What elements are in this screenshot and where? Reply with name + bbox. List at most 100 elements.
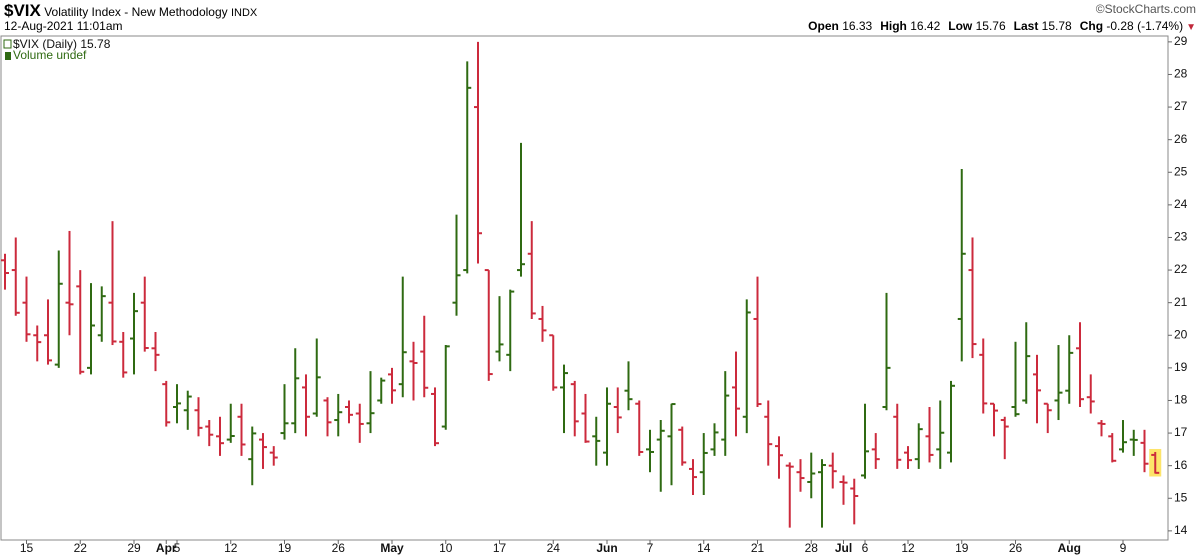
ohlc-bar: [732, 351, 740, 437]
ohlc-bar: [1086, 374, 1095, 414]
x-tick-label: 22: [74, 541, 88, 555]
ohlc-bar: [345, 400, 353, 424]
x-tick-label: 12: [901, 541, 915, 555]
ohlc-bar: [269, 446, 278, 466]
ohlc-bar: [1140, 429, 1149, 473]
x-tick-label: Apr: [156, 541, 177, 555]
ohlc-bar: [398, 276, 407, 398]
ohlc-bar: [979, 338, 988, 414]
y-tick-label: 16: [1174, 458, 1188, 472]
exchange: INDX: [230, 7, 258, 19]
ohlc-bar: [764, 400, 773, 466]
ohlc-bar: [205, 420, 214, 447]
y-tick-label: 19: [1174, 360, 1188, 374]
ohlc-bar: [420, 315, 429, 398]
ohlc-bar: [1076, 322, 1084, 407]
x-tick-label: 14: [697, 541, 711, 555]
x-tick-label: 17: [493, 541, 507, 555]
ohlc-bar: [108, 221, 117, 346]
legend-label: $VIX (Daily): [13, 37, 77, 51]
ohlc-bar: [968, 237, 977, 359]
timestamp: 12-Aug-2021 11:01am: [4, 19, 123, 33]
quote-label: Open: [808, 19, 839, 33]
ohlc-bar: [140, 276, 149, 352]
ohlc-bar: [1033, 354, 1041, 424]
quote-label: Low: [948, 19, 973, 33]
x-tick-label: Jun: [596, 541, 617, 555]
y-tick-label: 14: [1174, 523, 1188, 537]
x-tick-label: 6: [862, 541, 869, 555]
ohlc-bar: [11, 237, 20, 316]
ohlc-bar: [1043, 402, 1052, 434]
ohlc-bar: [495, 296, 504, 362]
ohlc-bar: [656, 420, 665, 492]
ohlc-bar: [1000, 416, 1009, 460]
ohlc-bar: [44, 299, 52, 365]
x-tick-label: May: [380, 541, 404, 555]
ohlc-bar: [312, 338, 321, 417]
ohlc-bar: [1151, 451, 1160, 474]
ohlc-bar: [151, 332, 160, 372]
ohlc-bar: [785, 462, 794, 528]
ohlc-bar: [1011, 341, 1020, 417]
ohlc-bar: [22, 276, 31, 342]
ohlc-bar: [957, 169, 966, 362]
x-tick-label: 15: [20, 541, 34, 555]
ohlc-bar: [248, 426, 257, 486]
ohlc-bar: [925, 406, 934, 463]
ohlc-bar: [1022, 322, 1031, 404]
ohlc-bar: [517, 142, 525, 277]
ohlc-bar: [549, 334, 558, 391]
y-tick-label: 15: [1174, 490, 1188, 504]
ohlc-bar: [613, 387, 622, 434]
ohlc-bar: [603, 387, 611, 466]
y-tick-label: 18: [1174, 393, 1188, 407]
quote-label: Chg: [1079, 19, 1104, 33]
ohlc-bar: [775, 436, 783, 479]
x-tick-label: 10: [439, 541, 453, 555]
legend-icon: [3, 39, 12, 49]
ohlc-bar: [366, 371, 375, 434]
ohlc-bar: [1054, 345, 1063, 421]
x-tick-label: Aug: [1058, 541, 1081, 555]
x-tick-label: 12: [224, 541, 238, 555]
header-title: $VIX Volatility Index - New Methodology …: [4, 1, 257, 21]
ohlc-bar: [667, 403, 676, 486]
quote-value: 15.76: [975, 19, 1006, 33]
ohlc-bar: [592, 416, 601, 466]
x-tick-label: 9: [1120, 541, 1127, 555]
ohlc-bar: [506, 289, 515, 372]
ohlc-bar: [280, 384, 289, 440]
ohlc-bar: [388, 367, 396, 404]
y-tick-label: 26: [1174, 132, 1188, 146]
ohlc-bar: [1065, 335, 1074, 404]
ohlc-bar: [904, 446, 912, 469]
ohlc-bar: [259, 433, 267, 469]
change-percent: (-1.74%): [1137, 19, 1184, 33]
ohlc-bar: [527, 221, 536, 319]
plot-frame: [0, 35, 1169, 541]
ohlc-bar: [65, 230, 74, 336]
y-tick-label: 20: [1174, 327, 1188, 341]
ohlc-bar: [936, 400, 945, 469]
x-tick-label: 7: [647, 541, 654, 555]
ohlc-bar: [76, 270, 85, 375]
quote-label: High: [880, 19, 907, 33]
ohlc-bar: [87, 283, 95, 375]
ohlc-bar: [850, 478, 859, 525]
ohlc-bar: [463, 61, 472, 274]
ohlc-bar: [807, 452, 816, 499]
x-tick-label: 26: [1009, 541, 1023, 555]
ohlc-bar: [818, 459, 826, 528]
x-tick-label: 29: [127, 541, 141, 555]
ohlc-bar: [893, 403, 902, 469]
ohlc-bar: [678, 426, 687, 466]
security-name: Volatility Index - New Methodology: [44, 5, 228, 19]
ohlc-bar: [355, 403, 364, 443]
ohlc-bar: [431, 387, 439, 447]
quote-label: Last: [1013, 19, 1039, 33]
ohlc-bar: [871, 433, 880, 469]
ohlc-bar: [377, 377, 386, 404]
